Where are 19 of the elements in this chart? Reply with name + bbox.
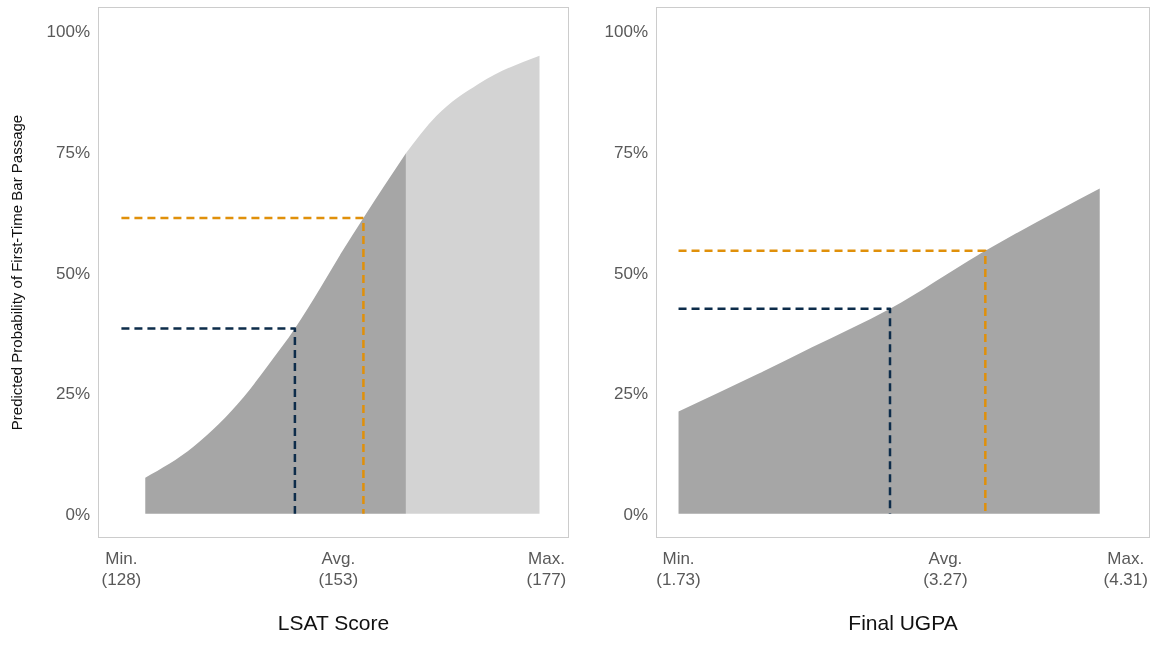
y-tick-label: 100% [604, 22, 648, 42]
y-tick-label: 50% [613, 263, 648, 283]
x-tick-label: Avg. (3.27) [923, 549, 968, 589]
y-tick-label: 25% [55, 384, 90, 404]
y-tick-label: 0% [65, 504, 90, 524]
x-tick-label: Max. (177) [526, 549, 567, 589]
y-tick-label: 75% [613, 142, 648, 162]
x-axis-title: Final UGPA [848, 611, 958, 634]
x-tick-label: Avg. (153) [318, 549, 359, 589]
x-tick-label: Min. (1.73) [656, 549, 701, 589]
y-tick-label: 100% [46, 22, 90, 42]
x-tick-label: Min. (128) [101, 549, 142, 589]
x-tick-label: Max. (4.31) [1103, 549, 1148, 589]
x-axis-title: LSAT Score [277, 611, 390, 634]
y-tick-label: 50% [55, 263, 90, 283]
y-tick-label: 0% [623, 504, 648, 524]
y-axis-title: Predicted Probability of First-Time Bar Passage [7, 114, 25, 431]
y-tick-label: 75% [55, 142, 90, 162]
y-tick-label: 25% [613, 384, 648, 404]
